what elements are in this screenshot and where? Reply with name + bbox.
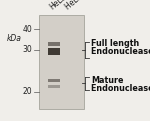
Bar bbox=[48, 85, 60, 88]
Text: 40: 40 bbox=[22, 25, 32, 34]
Bar bbox=[39, 15, 84, 109]
Bar bbox=[48, 42, 60, 46]
Text: Mature: Mature bbox=[91, 76, 123, 85]
Text: Full length: Full length bbox=[91, 39, 139, 48]
Text: kDa: kDa bbox=[7, 34, 22, 43]
Text: 20: 20 bbox=[23, 87, 32, 96]
Text: Endonuclease G: Endonuclease G bbox=[91, 84, 150, 93]
Text: Endonuclease G: Endonuclease G bbox=[91, 47, 150, 56]
Text: HeLa + EndoG: HeLa + EndoG bbox=[64, 0, 112, 11]
Text: 30: 30 bbox=[22, 45, 32, 54]
Bar bbox=[48, 48, 60, 55]
Bar bbox=[48, 79, 60, 82]
Text: HeLa: HeLa bbox=[47, 0, 68, 11]
